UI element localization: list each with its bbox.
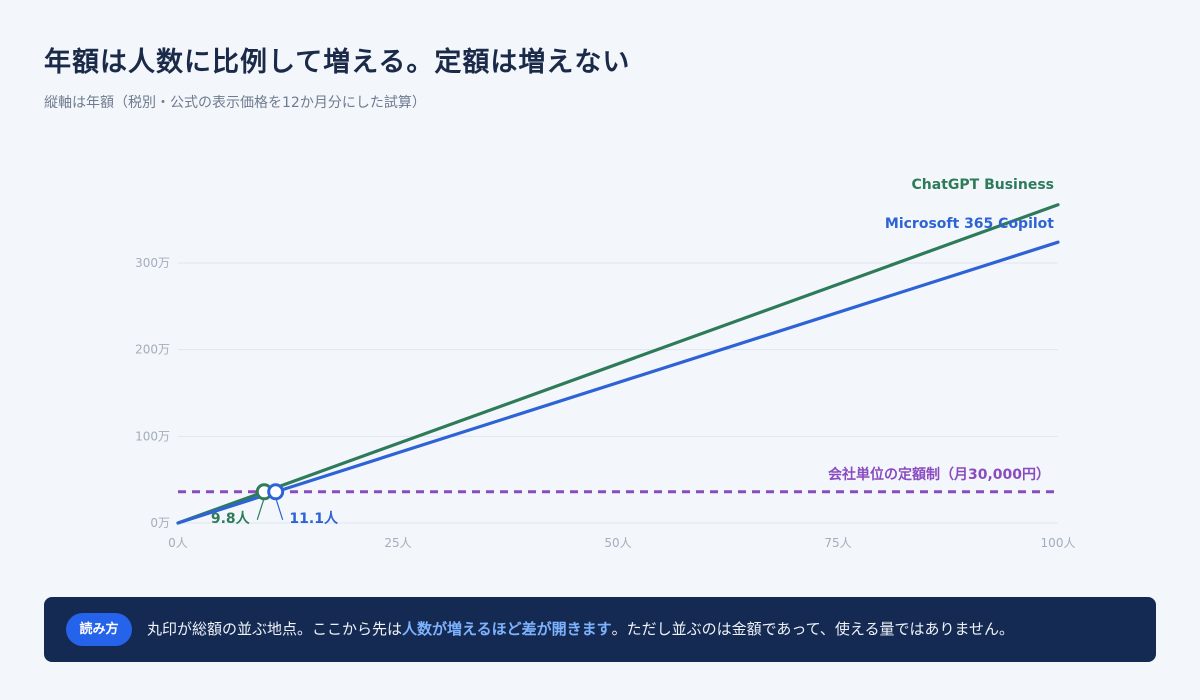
x-tick-label: 50人 (604, 536, 631, 550)
y-tick-label: 100万 (135, 429, 170, 443)
flat-rate-label: 会社単位の定額制（月30,000円） (828, 466, 1050, 483)
break-even-label-copilot: 11.1人 (289, 510, 339, 527)
y-tick-label: 200万 (135, 343, 170, 357)
marker-leader-chatgpt (256, 497, 265, 520)
page-title: 年額は人数に比例して増える。定額は増えない (44, 47, 631, 78)
y-tick-label: 0万 (150, 516, 170, 530)
reading-note: 読み方 丸印が総額の並ぶ地点。ここから先は人数が増えるほど差が開きます。ただし並… (44, 597, 1156, 662)
marker-leader-copilot (275, 497, 284, 520)
line-chart: 0万 100万 200万 300万 0人 25人 50人 75人 100人 会社単位の定額制（月3… (135, 177, 1076, 550)
break-even-label-chatgpt: 9.8人 (211, 510, 251, 527)
note-text-after: 。ただし並ぶのは金額であって、使える量ではありません。 (611, 620, 1015, 638)
note-text-before: 丸印が総額の並ぶ地点。ここから先は (147, 620, 403, 638)
y-tick-label: 300万 (135, 256, 170, 270)
x-tick-label: 0人 (168, 536, 188, 550)
series-label-chatgpt: ChatGPT Business (912, 177, 1054, 193)
series-line-chatgpt (176, 203, 1060, 525)
break-even-marker-copilot (267, 483, 285, 501)
reading-note-text: 丸印が総額の並ぶ地点。ここから先は人数が増えるほど差が開きます。ただし並ぶのは金… (147, 618, 1014, 639)
x-tick-label: 75人 (824, 536, 851, 550)
reading-badge: 読み方 (66, 613, 132, 646)
note-highlight: 人数が増えるほど差が開きます (402, 620, 612, 638)
x-tick-label: 25人 (384, 536, 411, 550)
series-line-copilot (176, 240, 1060, 525)
x-tick-label: 100人 (1041, 536, 1076, 550)
page-subtitle: 縦軸は年額（税別・公式の表示価格を12か月分にした試算） (44, 95, 426, 111)
series-label-copilot: Microsoft 365 Copilot (885, 216, 1054, 232)
